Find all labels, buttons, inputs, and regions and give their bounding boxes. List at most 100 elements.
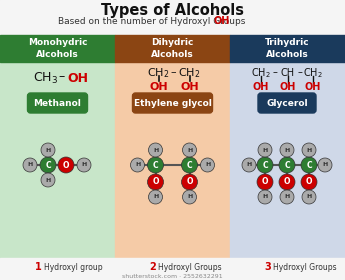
Text: H: H	[27, 162, 33, 167]
Circle shape	[279, 174, 295, 190]
Text: OH: OH	[253, 82, 269, 92]
Bar	[0, 258, 345, 280]
FancyBboxPatch shape	[132, 93, 213, 113]
Circle shape	[181, 157, 197, 173]
Text: H: H	[81, 162, 87, 167]
Circle shape	[318, 158, 332, 172]
Bar	[230, 62, 345, 258]
Circle shape	[40, 157, 56, 173]
Text: O: O	[63, 160, 69, 169]
Circle shape	[181, 174, 197, 190]
Text: Methanol: Methanol	[33, 99, 81, 108]
Circle shape	[183, 190, 197, 204]
Text: OH: OH	[280, 82, 296, 92]
FancyBboxPatch shape	[28, 93, 88, 113]
Text: CH$_2$: CH$_2$	[178, 66, 201, 80]
Text: OH: OH	[149, 82, 168, 92]
Circle shape	[258, 190, 272, 204]
Text: Glycerol: Glycerol	[266, 99, 308, 108]
Text: 3: 3	[264, 262, 271, 272]
Text: C: C	[306, 160, 312, 169]
Text: OH: OH	[67, 71, 88, 85]
Circle shape	[301, 174, 317, 190]
Text: H: H	[135, 162, 140, 167]
Text: Hydroxyl Groups: Hydroxyl Groups	[273, 263, 337, 272]
Text: C: C	[153, 160, 158, 169]
Text: Based on the number of Hydroxyl Groups: Based on the number of Hydroxyl Groups	[58, 17, 246, 25]
Circle shape	[257, 174, 273, 190]
Circle shape	[130, 158, 145, 172]
Text: CH: CH	[281, 68, 295, 78]
Circle shape	[302, 190, 316, 204]
Bar	[115, 62, 230, 258]
Circle shape	[23, 158, 37, 172]
Text: H: H	[263, 195, 268, 199]
Bar	[230, 35, 345, 62]
Circle shape	[257, 157, 273, 173]
Text: CH$_2$: CH$_2$	[251, 66, 271, 80]
Text: C: C	[284, 160, 290, 169]
Circle shape	[41, 173, 55, 187]
Text: H: H	[306, 195, 312, 199]
Circle shape	[148, 157, 164, 173]
Text: H: H	[187, 195, 192, 199]
Circle shape	[183, 143, 197, 157]
Text: H: H	[246, 162, 252, 167]
Text: –: –	[171, 67, 176, 77]
Circle shape	[148, 190, 162, 204]
Text: CH$_2$: CH$_2$	[147, 66, 170, 80]
Text: C: C	[45, 160, 51, 169]
Text: H: H	[284, 195, 289, 199]
Text: H: H	[187, 148, 192, 153]
Bar	[0, 35, 115, 62]
Text: H: H	[46, 178, 51, 183]
Text: 2: 2	[150, 262, 157, 272]
Circle shape	[258, 143, 272, 157]
Bar	[115, 35, 230, 62]
Text: OH: OH	[305, 82, 321, 92]
Text: OH: OH	[180, 82, 199, 92]
Text: Trihydric
Alcohols: Trihydric Alcohols	[265, 38, 310, 59]
Text: O: O	[284, 178, 290, 186]
Circle shape	[200, 158, 215, 172]
Text: O: O	[152, 178, 159, 186]
Text: shutterstock.com · 2552632291: shutterstock.com · 2552632291	[122, 274, 223, 279]
Text: H: H	[153, 195, 158, 199]
FancyBboxPatch shape	[258, 93, 316, 113]
Circle shape	[279, 157, 295, 173]
Text: CH$_2$: CH$_2$	[303, 66, 323, 80]
Circle shape	[280, 190, 294, 204]
Text: Hydroxyl Groups: Hydroxyl Groups	[158, 263, 222, 272]
Text: C: C	[262, 160, 268, 169]
Text: H: H	[205, 162, 210, 167]
Bar	[0, 0, 345, 35]
Circle shape	[58, 157, 74, 173]
Text: H: H	[263, 148, 268, 153]
Text: H: H	[153, 148, 158, 153]
Circle shape	[77, 158, 91, 172]
Text: H: H	[284, 148, 289, 153]
Text: Hydroxyl group: Hydroxyl group	[43, 263, 102, 272]
Circle shape	[41, 143, 55, 157]
Text: O: O	[262, 178, 268, 186]
Circle shape	[301, 157, 317, 173]
Circle shape	[148, 143, 162, 157]
Circle shape	[280, 143, 294, 157]
Text: C: C	[187, 160, 192, 169]
Circle shape	[242, 158, 256, 172]
Text: Monohydric
Alcohols: Monohydric Alcohols	[28, 38, 87, 59]
Text: –: –	[58, 71, 65, 83]
Text: Dihydric
Alcohols: Dihydric Alcohols	[151, 38, 194, 59]
Text: CH$_3$: CH$_3$	[33, 71, 58, 86]
Text: OH: OH	[214, 16, 230, 26]
Text: Types of Alcohols: Types of Alcohols	[101, 3, 244, 17]
Text: Ethylene glycol: Ethylene glycol	[134, 99, 211, 108]
Text: H: H	[46, 148, 51, 153]
Circle shape	[302, 143, 316, 157]
Circle shape	[148, 174, 164, 190]
Text: H: H	[306, 148, 312, 153]
Text: H: H	[322, 162, 328, 167]
Text: 1: 1	[35, 262, 41, 272]
Text: O: O	[186, 178, 193, 186]
Text: O: O	[306, 178, 312, 186]
